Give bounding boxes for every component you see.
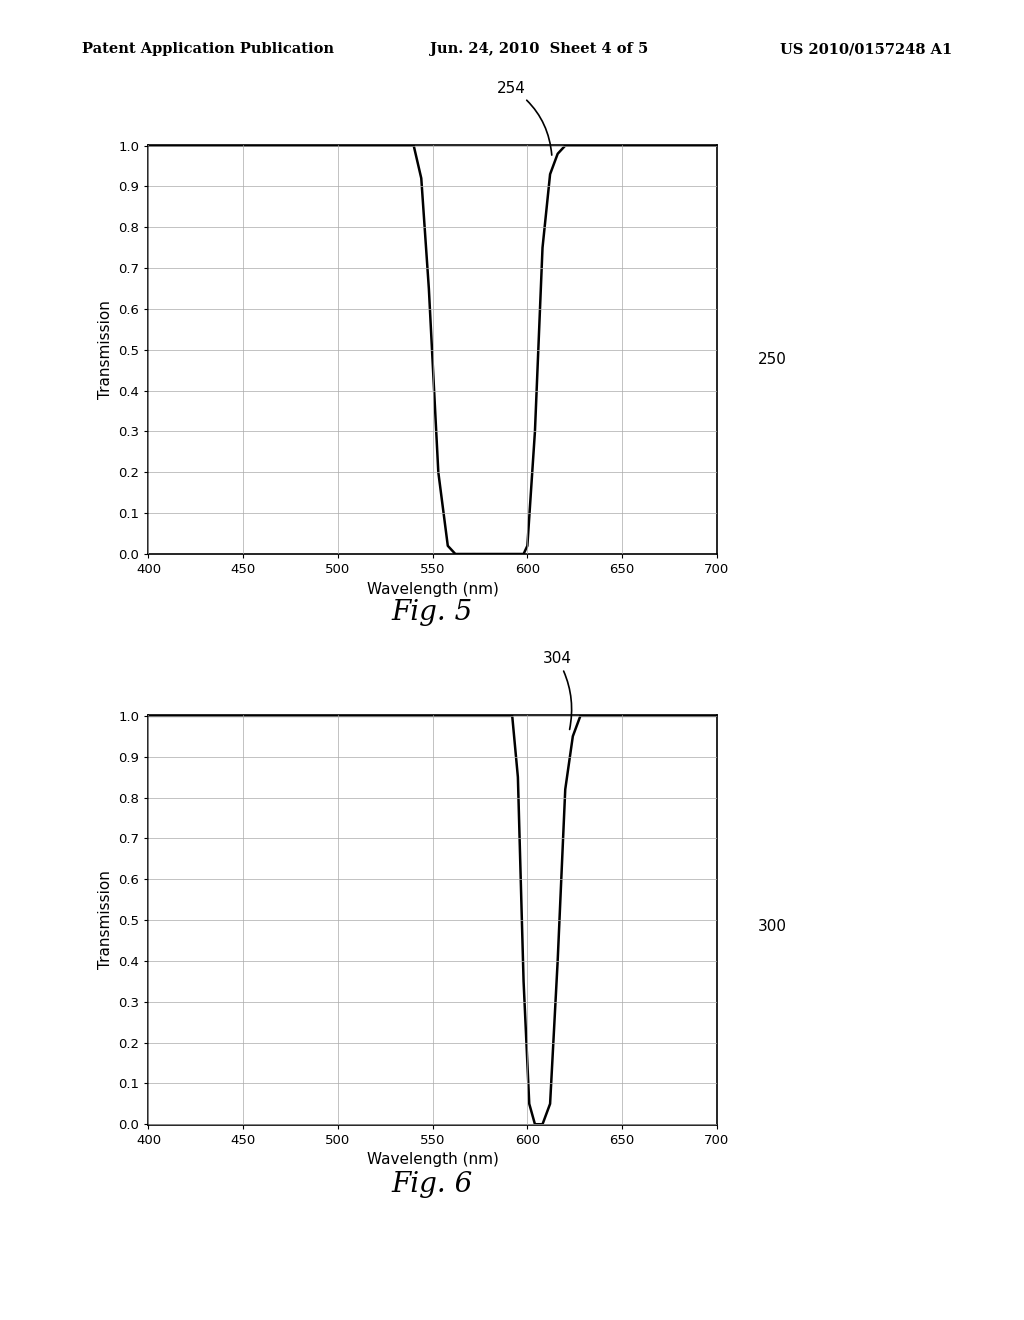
X-axis label: Wavelength (nm): Wavelength (nm) <box>367 582 499 597</box>
FancyArrowPatch shape <box>759 896 782 903</box>
Text: 304: 304 <box>543 651 571 730</box>
Y-axis label: Transmission: Transmission <box>98 871 113 969</box>
Text: 250: 250 <box>758 351 786 367</box>
Text: Fig. 6: Fig. 6 <box>391 1171 473 1197</box>
Text: Patent Application Publication: Patent Application Publication <box>82 42 334 57</box>
Text: 254: 254 <box>497 81 552 154</box>
Text: Jun. 24, 2010  Sheet 4 of 5: Jun. 24, 2010 Sheet 4 of 5 <box>430 42 648 57</box>
Text: Fig. 5: Fig. 5 <box>391 599 473 626</box>
X-axis label: Wavelength (nm): Wavelength (nm) <box>367 1152 499 1167</box>
Text: US 2010/0157248 A1: US 2010/0157248 A1 <box>780 42 952 57</box>
Y-axis label: Transmission: Transmission <box>98 301 113 399</box>
FancyArrowPatch shape <box>759 326 782 333</box>
Text: 300: 300 <box>758 919 786 935</box>
